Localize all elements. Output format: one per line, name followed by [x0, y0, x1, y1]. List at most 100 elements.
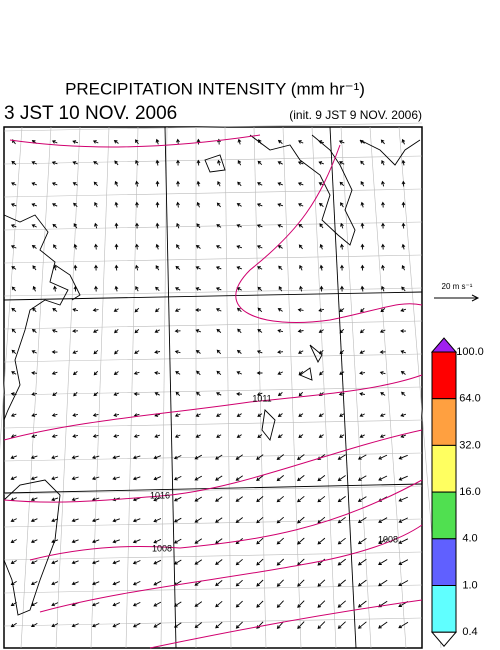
wind-arrow — [51, 329, 58, 333]
wind-arrow — [277, 182, 283, 186]
wind-arrow — [401, 201, 406, 208]
init-time: (init. 9 JST 9 NOV. 2006) — [289, 108, 422, 122]
wind-arrow — [217, 159, 221, 166]
wind-arrow — [379, 434, 386, 438]
wind-arrow — [339, 308, 345, 313]
wind-arrow — [10, 455, 17, 460]
wind-arrow — [72, 434, 79, 438]
wind-arrow — [52, 392, 58, 397]
wind-arrow — [400, 329, 407, 333]
grid-line — [20, 126, 52, 649]
wind-arrow — [359, 413, 365, 417]
wind-arrow — [298, 391, 304, 397]
isobar-label: 1008 — [152, 543, 172, 553]
wind-arrow — [378, 621, 388, 629]
wind-arrow — [72, 413, 79, 417]
wind-arrow — [216, 434, 222, 438]
grid-line — [3, 320, 423, 330]
wind-arrow — [132, 497, 141, 502]
wind-arrow — [10, 539, 17, 544]
isobar — [9, 134, 261, 148]
wind-arrow — [216, 202, 221, 208]
wind-arrow — [299, 264, 303, 271]
wind-arrow — [318, 202, 324, 207]
wind-arrow — [401, 138, 406, 145]
island — [359, 139, 421, 166]
wind-arrow — [73, 223, 78, 229]
wind-arrow — [51, 518, 59, 523]
wind-arrow — [93, 349, 99, 355]
wind-arrow — [317, 558, 326, 566]
wind-arrow — [317, 621, 326, 630]
wind-arrow — [277, 161, 283, 165]
wind-arrow — [337, 454, 346, 460]
wind-arrow — [339, 434, 345, 438]
wind-arrow — [319, 223, 324, 229]
grid-line — [3, 386, 423, 396]
island — [261, 344, 323, 441]
wind-arrow — [357, 600, 367, 608]
wind-arrow — [154, 350, 161, 354]
wind-arrow — [216, 413, 222, 417]
wind-arrow — [381, 264, 385, 271]
isobar — [39, 524, 423, 613]
wind-arrow — [297, 329, 304, 333]
wind-arrow — [380, 308, 386, 313]
wind-arrow — [153, 476, 161, 481]
wind-arrow — [379, 329, 386, 333]
wind-arrow — [153, 455, 161, 460]
wind-arrow — [401, 180, 406, 187]
colorbar-label: 32.0 — [459, 439, 480, 451]
wind-arrow — [194, 517, 203, 523]
wind-arrow — [72, 371, 78, 376]
wind-arrow — [337, 496, 346, 503]
wind-arrow — [10, 224, 17, 228]
wind-arrow — [256, 516, 264, 524]
wind-arrow — [31, 371, 38, 375]
wind-arrow — [11, 307, 17, 312]
wind-arrow — [132, 622, 141, 628]
wind-arrow — [257, 286, 263, 292]
wind-arrow — [51, 434, 58, 438]
colorbar-label: 16.0 — [459, 486, 480, 498]
grid-line — [0, 126, 23, 450]
wind-arrow — [135, 264, 139, 271]
wind-arrow — [277, 371, 283, 375]
wind-arrow — [195, 287, 201, 291]
wind-arrow — [31, 161, 37, 165]
wind-arrow — [73, 391, 78, 397]
wind-arrow — [360, 160, 365, 166]
wind-arrow — [176, 159, 180, 166]
wind-arrow — [71, 560, 79, 565]
wind-arrow — [236, 413, 242, 417]
wind-arrow — [398, 517, 408, 523]
wind-arrow — [339, 413, 345, 417]
wind-arrow — [256, 224, 263, 228]
wind-arrow — [319, 349, 324, 355]
wind-arrow — [195, 434, 201, 438]
wind-arrow — [10, 518, 17, 523]
wind-arrow — [71, 476, 79, 481]
wind-arrow — [340, 285, 344, 292]
wind-arrow — [298, 140, 304, 144]
wind-arrow — [381, 222, 385, 229]
wind-arrow — [196, 180, 201, 187]
wind-arrow — [195, 266, 201, 270]
grid-line — [253, 126, 267, 649]
colorbar-segment — [431, 491, 457, 540]
wind-arrow — [112, 602, 120, 607]
wind-arrow — [10, 622, 17, 628]
wind-arrow — [297, 308, 304, 312]
wind-arrow — [93, 392, 99, 397]
wind-arrow — [196, 223, 201, 229]
wind-arrow — [30, 518, 38, 523]
wind-arrow — [256, 600, 264, 608]
vector-legend-arrow — [434, 294, 480, 302]
grid-line — [282, 126, 302, 649]
wind-arrow — [134, 350, 140, 354]
colorbar: 100.0 64.0 32.0 16.0 4.0 1.0 0.4 — [430, 337, 484, 647]
wind-arrow — [11, 371, 17, 375]
wind-arrow — [360, 285, 365, 292]
map-area: 1011 1016 1008 1008 — [0, 122, 442, 649]
wind-arrow — [319, 285, 324, 292]
